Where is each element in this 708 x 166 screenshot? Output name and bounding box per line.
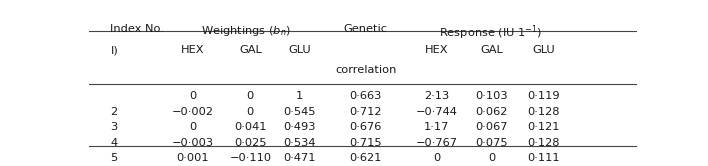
- Text: GLU: GLU: [532, 45, 555, 55]
- Text: Response (IU 1$^{-1}$): Response (IU 1$^{-1}$): [439, 24, 542, 42]
- Text: 5: 5: [110, 153, 118, 163]
- Text: 0·121: 0·121: [527, 122, 560, 132]
- Text: 4: 4: [110, 137, 118, 148]
- Text: HEX: HEX: [426, 45, 449, 55]
- Text: correlation: correlation: [335, 65, 396, 75]
- Text: 0·001: 0·001: [176, 153, 209, 163]
- Text: 0: 0: [189, 122, 196, 132]
- Text: Weightings ($b_n$): Weightings ($b_n$): [201, 24, 291, 38]
- Text: 0·715: 0·715: [349, 137, 382, 148]
- Text: 2: 2: [110, 107, 118, 117]
- Text: −0·002: −0·002: [172, 107, 214, 117]
- Text: 0·471: 0·471: [283, 153, 316, 163]
- Text: 0·712: 0·712: [349, 107, 382, 117]
- Text: GAL: GAL: [481, 45, 503, 55]
- Text: 0·119: 0·119: [527, 91, 560, 101]
- Text: −0·767: −0·767: [416, 137, 458, 148]
- Text: 0: 0: [489, 153, 496, 163]
- Text: I): I): [110, 45, 118, 55]
- Text: 0·663: 0·663: [350, 91, 382, 101]
- Text: GLU: GLU: [288, 45, 311, 55]
- Text: −0·003: −0·003: [172, 137, 214, 148]
- Text: Index No.: Index No.: [110, 24, 164, 34]
- Text: 0·067: 0·067: [476, 122, 508, 132]
- Text: 0·075: 0·075: [476, 137, 508, 148]
- Text: 2·13: 2·13: [424, 91, 450, 101]
- Text: 0·128: 0·128: [527, 107, 560, 117]
- Text: 0: 0: [247, 91, 254, 101]
- Text: 0: 0: [189, 91, 196, 101]
- Text: 0·111: 0·111: [527, 153, 560, 163]
- Text: 1·17: 1·17: [424, 122, 450, 132]
- Text: 0·103: 0·103: [476, 91, 508, 101]
- Text: 0·128: 0·128: [527, 137, 560, 148]
- Text: 0·493: 0·493: [283, 122, 316, 132]
- Text: 0: 0: [433, 153, 440, 163]
- Text: HEX: HEX: [181, 45, 205, 55]
- Text: −0·744: −0·744: [416, 107, 458, 117]
- Text: 1: 1: [296, 91, 303, 101]
- Text: GAL: GAL: [239, 45, 262, 55]
- Text: −0·110: −0·110: [229, 153, 271, 163]
- Text: 0·025: 0·025: [234, 137, 267, 148]
- Text: Genetic: Genetic: [343, 24, 387, 34]
- Text: 0·041: 0·041: [234, 122, 267, 132]
- Text: 0·676: 0·676: [350, 122, 382, 132]
- Text: 0·545: 0·545: [283, 107, 316, 117]
- Text: 0: 0: [247, 107, 254, 117]
- Text: 0·062: 0·062: [476, 107, 508, 117]
- Text: 0·534: 0·534: [283, 137, 316, 148]
- Text: 0·621: 0·621: [350, 153, 382, 163]
- Text: 3: 3: [110, 122, 118, 132]
